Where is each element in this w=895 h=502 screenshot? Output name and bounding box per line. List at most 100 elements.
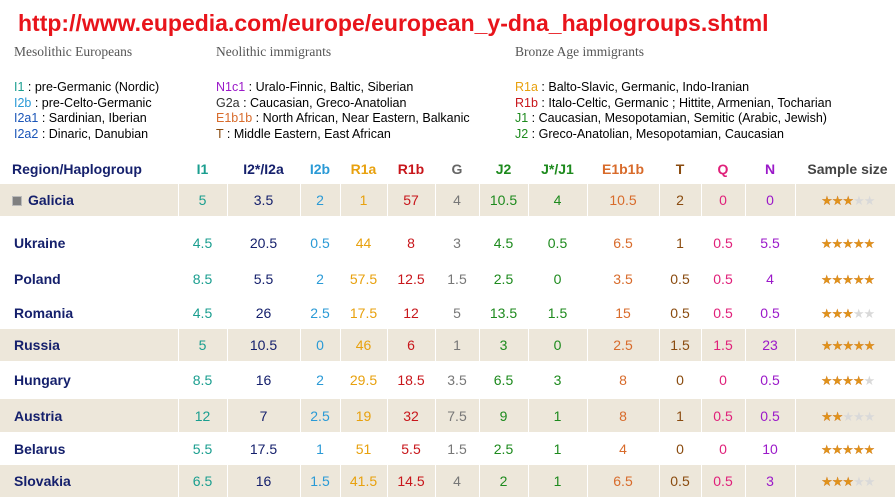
value-cell: 1	[527, 399, 587, 432]
column-header: Q	[717, 161, 729, 177]
value-cell: 5	[453, 304, 461, 321]
legend-code: E1b1b	[216, 111, 253, 125]
star-empty-icon: ★	[863, 474, 876, 489]
legend-description: : pre-Celto-Germanic	[31, 95, 152, 110]
sample-size-cell: ★★★★★	[794, 399, 895, 432]
legend-item: J2 : Greco-Anatolian, Mesopotamian, Cauc…	[515, 127, 832, 143]
star-empty-icon: ★	[842, 408, 854, 424]
legend-code: R1b	[515, 95, 538, 110]
value-cell: 13.5	[489, 304, 518, 321]
value-cell: 0	[676, 440, 684, 457]
legend-description: : Italo-Celtic, Germanic ; Hittite, Arme…	[537, 95, 832, 110]
row-spacer	[0, 216, 895, 224]
value-cell: 18.5	[397, 372, 425, 388]
legend-description: : Sardinian, Iberian	[38, 111, 147, 125]
value-cell: 0	[527, 329, 587, 361]
column-header: N	[764, 161, 776, 177]
table-row: Poland 8.5 5.5 2 57.5 12.5 1.5 2.5 0 3.5 0.5 0.5 4 ★★…	[0, 261, 895, 296]
sample-size-rating: ★★★★★	[821, 474, 876, 489]
column-header: I1	[196, 161, 209, 177]
star-filled-icon: ★	[831, 338, 844, 353]
star-filled-icon: ★	[820, 235, 833, 251]
legend-code: G2a	[216, 95, 240, 110]
value-cell: 17.5	[249, 440, 278, 457]
legend-mesolithic: Mesolithic Europeans I1 : pre-Germanic (…	[14, 44, 159, 141]
value-cell: 57.5	[349, 270, 378, 287]
legend-item: N1c1 : Uralo-Finnic, Baltic, Siberian	[216, 80, 470, 96]
value-cell: 1.5	[299, 465, 340, 497]
star-filled-icon: ★	[852, 235, 865, 251]
star-filled-icon: ★	[831, 193, 844, 208]
value-cell: 2.5	[493, 270, 514, 287]
value-cell: 1	[527, 465, 587, 497]
region-name: Belarus	[14, 440, 66, 457]
value-cell: 0.5	[670, 304, 690, 321]
value-cell: 7	[226, 399, 300, 432]
sample-size-rating: ★★★★★	[821, 193, 876, 208]
star-filled-icon: ★	[831, 408, 844, 424]
column-header: E1b1b	[601, 161, 644, 177]
value-cell: 3.5	[447, 372, 467, 388]
column-header: R1b	[397, 161, 425, 177]
star-empty-icon: ★	[863, 373, 875, 388]
table-row: Ukraine 4.5 20.5 0.5 44 8 3 4.5 0.5 6.5 1 0.5 5.5 ★★★…	[0, 224, 895, 261]
value-cell: 5.5	[192, 440, 213, 457]
value-cell: 1	[553, 440, 562, 457]
haplogroup-table: Region/Haplogroup I1 I2*/I2a I2b R1a R1b G J2 J*…	[0, 154, 895, 497]
value-cell: 26	[255, 304, 272, 321]
value-cell: 12	[403, 304, 419, 321]
table-body: Galicia 5 3.5 2 1 57 4 10.5 4 10.5 2 0 0 ★★★★★ Ukraine…	[0, 184, 895, 497]
value-cell: 0	[700, 184, 745, 216]
column-header: I2b	[309, 161, 331, 177]
value-cell: 4.5	[192, 304, 213, 321]
value-cell: 2	[316, 270, 324, 287]
legend-item: R1a : Balto-Slavic, Germanic, Indo-Irani…	[515, 80, 832, 96]
value-cell: 6.5	[493, 372, 514, 388]
star-empty-icon: ★	[863, 408, 876, 424]
table-row: Hungary 8.5 16 2 29.5 18.5 3.5 6.5 3 8 0 0 0.5 ★★★★★	[0, 361, 895, 399]
legend-code: R1a	[515, 80, 538, 94]
star-filled-icon: ★	[831, 373, 844, 388]
legend-code: J2	[515, 126, 529, 141]
table-row: Russia 5 10.5 0 46 6 1 3 0 2.5 1.5 1.5 23 ★★★★★	[0, 329, 895, 361]
star-empty-icon: ★	[863, 193, 876, 208]
sample-size-cell: ★★★★★	[795, 361, 895, 399]
table-header-row: Region/Haplogroup I1 I2*/I2a I2b R1a R1b G J2 J*…	[0, 154, 895, 184]
value-cell: 5.5	[253, 270, 274, 287]
value-cell: 0	[744, 184, 795, 216]
legend-description: : North African, Near Eastern, Balkanic	[252, 111, 470, 125]
region-cell: Galicia	[0, 184, 178, 216]
star-filled-icon: ★	[831, 235, 844, 251]
region-cell: Ukraine	[0, 224, 178, 261]
star-filled-icon: ★	[863, 271, 875, 287]
star-filled-icon: ★	[821, 474, 833, 489]
star-filled-icon: ★	[821, 193, 833, 208]
region-cell: Romania	[0, 296, 178, 329]
value-cell: 2.5	[299, 399, 340, 432]
star-filled-icon: ★	[853, 338, 865, 353]
source-url[interactable]: http://www.eupedia.com/europe/european_y…	[18, 10, 769, 36]
region-name: Galicia	[28, 192, 74, 208]
legend-item: I2b : pre-Celto-Germanic	[14, 96, 159, 112]
value-cell: 6.5	[177, 465, 227, 497]
star-empty-icon: ★	[853, 408, 865, 424]
region-cell: Austria	[0, 399, 178, 432]
region-name: Russia	[14, 337, 60, 353]
value-cell: 2	[658, 184, 701, 216]
legend-item: I2a2 : Dinaric, Danubian	[14, 127, 159, 143]
value-cell: 4.5	[192, 234, 213, 251]
star-filled-icon: ★	[842, 235, 854, 251]
value-cell: 0.5	[310, 234, 330, 251]
sample-size-rating: ★★★★★	[821, 271, 875, 287]
value-cell: 0	[299, 329, 340, 361]
value-cell: 2.5	[310, 304, 330, 321]
legend-description: : Middle Eastern, East African	[223, 126, 391, 141]
value-cell: 2	[316, 372, 324, 388]
value-cell: 16	[226, 465, 300, 497]
column-header: I2*/I2a	[243, 161, 284, 177]
sample-size-cell: ★★★★★	[795, 224, 895, 261]
value-cell: 41.5	[339, 465, 387, 497]
legend-description: : Balto-Slavic, Germanic, Indo-Iranian	[537, 80, 750, 94]
value-cell: 17.5	[349, 304, 378, 321]
expand-icon[interactable]	[12, 196, 22, 207]
